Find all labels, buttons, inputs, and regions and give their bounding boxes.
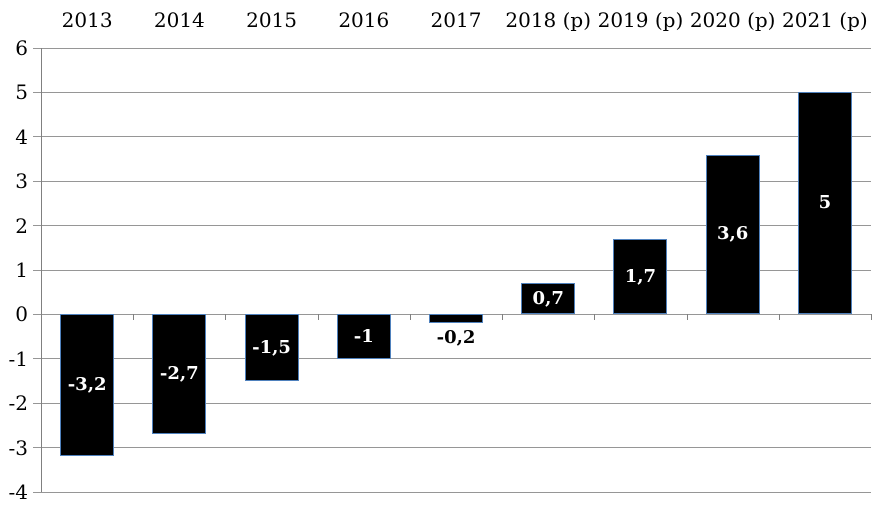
gridline-y--2 — [33, 402, 871, 404]
data-label-2015: -1,5 — [252, 336, 291, 358]
gridline-y-2 — [33, 225, 871, 227]
category-label-2016: 2016 — [338, 8, 390, 32]
gridline-y--3 — [33, 447, 871, 449]
data-label-2018p: 0,7 — [532, 287, 564, 309]
y-axis-tick-label: 4 — [15, 124, 28, 149]
category-label-2014: 2014 — [153, 8, 205, 32]
y-axis-tick-label: 2 — [15, 213, 28, 238]
category-axis-tick — [41, 314, 42, 321]
bar-2017 — [429, 314, 483, 324]
data-label-2020p: 3,6 — [716, 223, 749, 245]
bar-2013 — [60, 314, 115, 457]
bar-2020p — [705, 154, 760, 315]
category-axis-tick — [594, 314, 596, 321]
category-axis-tick — [409, 314, 411, 321]
y-axis-tick-label: 5 — [15, 80, 28, 105]
gridline-y--4 — [33, 491, 871, 493]
gridline-y-6 — [33, 47, 871, 49]
category-axis-tick — [502, 314, 504, 321]
category-axis-tick — [871, 314, 872, 321]
category-label-2019: 2019 (p) — [597, 8, 684, 32]
bar-2015 — [244, 314, 299, 381]
category-label-2013: 2013 — [61, 8, 113, 32]
y-axis-line — [41, 48, 42, 492]
category-axis-tick — [133, 314, 135, 321]
data-label-2013: -3,2 — [67, 374, 107, 396]
gridline-y-4 — [33, 136, 871, 138]
y-axis-tick-label: -1 — [8, 346, 28, 371]
y-axis-tick-label: -3 — [8, 435, 28, 460]
gridline-y--1 — [33, 358, 871, 360]
data-label-2019p: 1,7 — [624, 265, 657, 287]
category-axis-tick — [317, 314, 319, 321]
bar-2014 — [152, 314, 207, 435]
category-axis-tick — [778, 314, 780, 321]
category-axis-tick — [225, 314, 227, 321]
category-label-2020: 2020 (p) — [689, 8, 776, 32]
data-label-2021p: 5 — [818, 192, 832, 214]
bar-2021p — [797, 92, 852, 315]
category-label-2021: 2021 (p) — [782, 8, 868, 32]
gridline-y-5 — [33, 91, 871, 93]
category-label-2017: 2017 — [430, 8, 482, 32]
y-axis-tick-label: 6 — [15, 36, 28, 60]
y-axis-tick-label: 0 — [15, 302, 28, 327]
y-axis-tick-label: -4 — [8, 480, 28, 504]
gridline-y-3 — [33, 180, 871, 182]
y-axis-tick-label: -2 — [8, 391, 28, 416]
category-label-2018: 2018 (p) — [505, 8, 592, 32]
y-axis-tick-label: 1 — [15, 258, 28, 282]
data-label-2016: -1 — [353, 325, 374, 347]
data-label-2017: -0,2 — [436, 327, 476, 349]
bar-2016 — [336, 314, 391, 359]
category-label-2015: 2015 — [246, 8, 297, 32]
bar-2018p — [521, 283, 576, 315]
bar-2019p — [613, 238, 668, 315]
category-axis-tick — [686, 314, 688, 321]
data-label-2014: -2,7 — [159, 363, 199, 385]
y-axis-tick-label: 3 — [15, 169, 28, 194]
gridline-y-1 — [33, 269, 871, 271]
